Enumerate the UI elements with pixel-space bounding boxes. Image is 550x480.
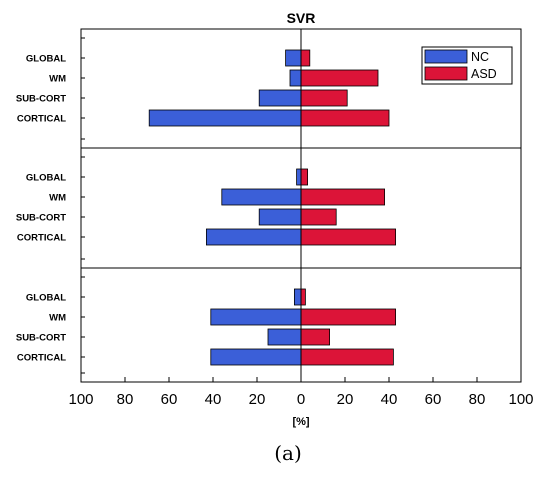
legend: NC ASD <box>421 46 513 85</box>
x-tick-label: 60 <box>425 391 442 408</box>
plot-area: 100 80 60 40 20 0 20 40 60 80 100 GLOBAL WM SUB-CORT C… <box>16 28 534 408</box>
nc-bar <box>205 228 302 246</box>
nc-bar <box>210 308 302 326</box>
legend-label-asd: ASD <box>471 67 497 81</box>
category-label: GLOBAL <box>26 173 66 184</box>
category-label: SUB-CORT <box>16 94 66 105</box>
x-tick-label: 80 <box>117 391 134 408</box>
asd-bar <box>300 69 379 87</box>
category-label: WM <box>49 313 66 324</box>
x-tick-label: 40 <box>205 391 222 408</box>
asd-bar <box>300 288 306 306</box>
x-tick-label: 100 <box>508 391 533 408</box>
nc-bar <box>258 208 302 226</box>
asd-bar <box>300 308 396 326</box>
nc-bar <box>293 288 302 306</box>
asd-bar <box>300 168 308 186</box>
asd-bar <box>300 49 311 67</box>
category-label: WM <box>49 74 66 85</box>
chart-title: SVR <box>287 10 316 26</box>
category-label: CORTICAL <box>17 114 66 125</box>
x-tick-label: 20 <box>249 391 266 408</box>
category-label: SUB-CORT <box>16 213 66 224</box>
category-label: SUB-CORT <box>16 333 66 344</box>
nc-bar <box>267 328 302 346</box>
category-label: CORTICAL <box>17 233 66 244</box>
asd-bar <box>300 348 394 366</box>
nc-bar <box>289 69 302 87</box>
category-label: CORTICAL <box>17 353 66 364</box>
asd-bar <box>300 109 390 127</box>
category-label: GLOBAL <box>26 54 66 65</box>
x-axis-label: [%] <box>292 416 309 428</box>
nc-bar <box>210 348 302 366</box>
category-label: GLOBAL <box>26 293 66 304</box>
nc-bar <box>258 89 302 107</box>
nc-bar <box>296 168 302 186</box>
asd-bar <box>300 188 385 206</box>
legend-swatch-asd <box>424 66 468 81</box>
x-tick-label: 40 <box>381 391 398 408</box>
x-tick-label: 0 <box>297 391 305 408</box>
nc-bar <box>221 188 302 206</box>
nc-bar <box>285 49 302 67</box>
x-tick-label: 60 <box>161 391 178 408</box>
asd-bar <box>300 328 331 346</box>
asd-bar <box>300 208 337 226</box>
x-tick-label: 20 <box>337 391 354 408</box>
legend-label-nc: NC <box>471 50 489 64</box>
asd-bar <box>300 228 396 246</box>
x-tick-label: 80 <box>469 391 486 408</box>
figure-caption: (a) <box>274 441 302 465</box>
nc-bar <box>148 109 302 127</box>
category-label: WM <box>49 193 66 204</box>
legend-swatch-nc <box>424 49 468 64</box>
x-tick-label: 100 <box>68 391 93 408</box>
asd-bar <box>300 89 348 107</box>
